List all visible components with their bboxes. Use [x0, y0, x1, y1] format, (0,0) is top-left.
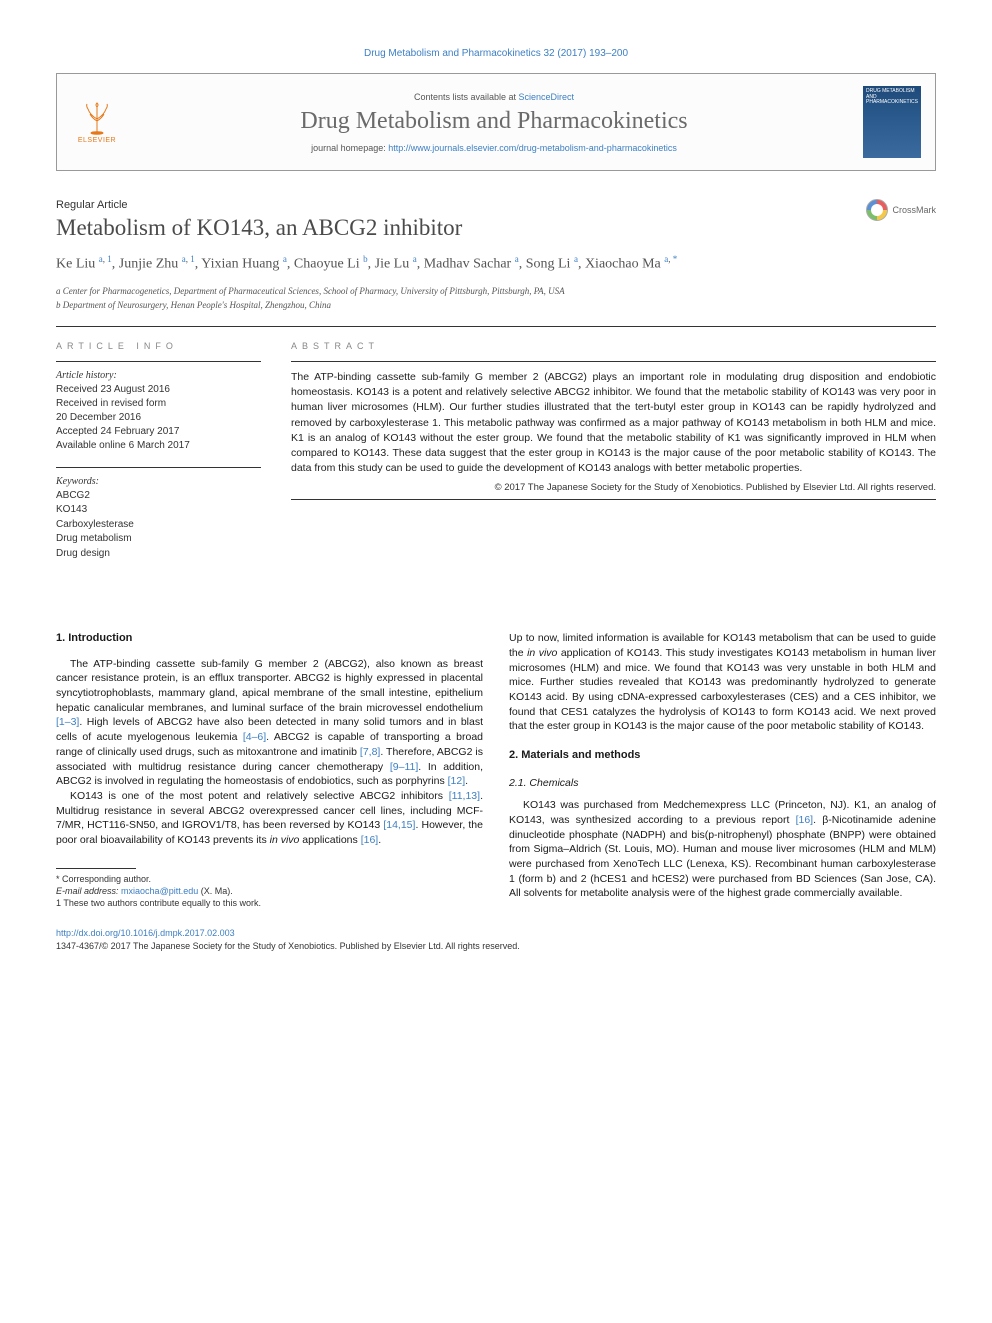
affiliation-b: b Department of Neurosurgery, Henan Peop…: [56, 299, 936, 312]
abstract-column: ABSTRACT The ATP-binding cassette sub-fa…: [291, 341, 936, 576]
reference-link[interactable]: [4–6]: [243, 731, 266, 743]
sciencedirect-link[interactable]: ScienceDirect: [519, 92, 575, 102]
reference-link[interactable]: [12]: [448, 775, 466, 787]
article-history-heading: Article history:: [56, 370, 261, 381]
abstract-text: The ATP-binding cassette sub-family G me…: [291, 370, 936, 477]
history-revised-label: Received in revised form: [56, 397, 261, 411]
doi-link[interactable]: http://dx.doi.org/10.1016/j.dmpk.2017.02…: [56, 928, 235, 938]
divider: [56, 326, 936, 327]
keyword: ABCG2: [56, 489, 261, 504]
issn-copyright: 1347-4367/© 2017 The Japanese Society fo…: [56, 941, 520, 951]
chemicals-paragraph: KO143 was purchased from Medchemexpress …: [509, 798, 936, 901]
crossmark-badge[interactable]: CrossMark: [866, 199, 936, 221]
intro-continuation: Up to now, limited information is availa…: [509, 631, 936, 734]
reference-link[interactable]: [7,8]: [360, 746, 380, 758]
right-column: Up to now, limited information is availa…: [509, 631, 936, 909]
history-received: Received 23 August 2016: [56, 383, 261, 397]
intro-paragraph-2: KO143 is one of the most potent and rela…: [56, 789, 483, 848]
elsevier-tree-icon: [80, 101, 114, 135]
history-revised-date: 20 December 2016: [56, 411, 261, 425]
reference-link[interactable]: [11,13]: [449, 790, 480, 802]
contents-prefix: Contents lists available at: [414, 92, 519, 102]
section-heading-introduction: 1. Introduction: [56, 631, 483, 646]
equal-contribution-note: 1 These two authors contribute equally t…: [56, 897, 483, 909]
affiliations: a Center for Pharmacogenetics, Departmen…: [56, 285, 936, 312]
history-online: Available online 6 March 2017: [56, 439, 261, 453]
reference-link[interactable]: [14,15]: [383, 819, 415, 831]
email-line: E-mail address: mxiaocha@pitt.edu (X. Ma…: [56, 885, 483, 897]
reference-link[interactable]: [16]: [796, 814, 814, 826]
keyword: Carboxylesterase: [56, 518, 261, 533]
left-column: 1. Introduction The ATP-binding cassette…: [56, 631, 483, 909]
email-label: E-mail address:: [56, 886, 119, 896]
authors-list: Ke Liu a, 1, Junjie Zhu a, 1, Yixian Hua…: [56, 253, 936, 275]
journal-homepage-link[interactable]: http://www.journals.elsevier.com/drug-me…: [388, 143, 677, 153]
keyword: Drug metabolism: [56, 532, 261, 547]
section-heading-methods: 2. Materials and methods: [509, 748, 936, 763]
divider: [56, 361, 261, 362]
corresponding-email-link[interactable]: mxiaocha@pitt.edu: [121, 886, 198, 896]
reference-link[interactable]: [1–3]: [56, 716, 79, 728]
abstract-heading: ABSTRACT: [291, 341, 936, 351]
running-header: Drug Metabolism and Pharmacokinetics 32 …: [56, 48, 936, 59]
keyword: Drug design: [56, 547, 261, 562]
keyword: KO143: [56, 503, 261, 518]
article-type: Regular Article: [56, 199, 936, 211]
intro-paragraph-1: The ATP-binding cassette sub-family G me…: [56, 657, 483, 789]
footnotes: * Corresponding author. E-mail address: …: [56, 873, 483, 909]
subsection-heading-chemicals: 2.1. Chemicals: [509, 776, 936, 791]
email-name: (X. Ma).: [201, 886, 233, 896]
divider: [291, 499, 936, 500]
divider: [56, 467, 261, 468]
contents-available-line: Contents lists available at ScienceDirec…: [137, 92, 851, 102]
elsevier-logo[interactable]: ELSEVIER: [71, 93, 123, 151]
journal-title: Drug Metabolism and Pharmacokinetics: [137, 108, 851, 135]
affiliation-a: a Center for Pharmacogenetics, Departmen…: [56, 285, 936, 298]
journal-homepage-line: journal homepage: http://www.journals.el…: [137, 143, 851, 153]
elsevier-wordmark: ELSEVIER: [78, 137, 116, 144]
footnote-separator: [56, 868, 136, 869]
corresponding-author-note: * Corresponding author.: [56, 873, 483, 885]
divider: [291, 361, 936, 362]
crossmark-icon: [866, 199, 888, 221]
abstract-copyright: © 2017 The Japanese Society for the Stud…: [291, 482, 936, 493]
article-info-column: ARTICLE INFO Article history: Received 2…: [56, 341, 261, 576]
reference-link[interactable]: [16]: [361, 834, 379, 846]
history-accepted: Accepted 24 February 2017: [56, 425, 261, 439]
keywords-heading: Keywords:: [56, 476, 261, 487]
reference-link[interactable]: [9–11]: [390, 761, 418, 773]
article-title: Metabolism of KO143, an ABCG2 inhibitor: [56, 215, 936, 241]
crossmark-label: CrossMark: [892, 205, 936, 215]
page-footer: http://dx.doi.org/10.1016/j.dmpk.2017.02…: [56, 927, 936, 952]
journal-cover-thumbnail[interactable]: DRUG METABOLISM AND PHARMACOKINETICS: [863, 86, 921, 158]
article-info-heading: ARTICLE INFO: [56, 341, 261, 351]
journal-header-box: ELSEVIER Contents lists available at Sci…: [56, 73, 936, 171]
homepage-prefix: journal homepage:: [311, 143, 388, 153]
